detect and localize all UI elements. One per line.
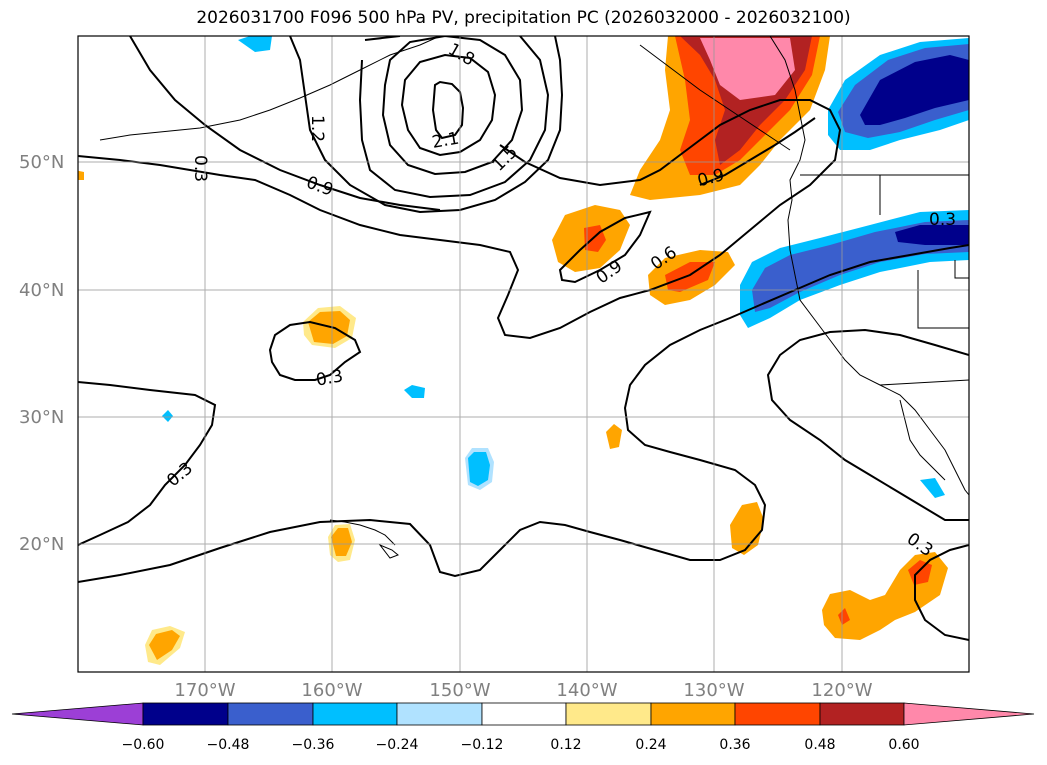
colorbar-swatch (227, 702, 314, 726)
map-title: 2026031700 F096 500 hPa PV, precipitatio… (196, 8, 851, 28)
lon-label: 140°W (556, 680, 618, 701)
colorbar-tick: 0.48 (804, 737, 836, 753)
plot-frame (77, 35, 970, 673)
colorbar-swatch (565, 702, 652, 726)
map-plot-area: 1.8 2.1 1.5 1.2 0.9 0.9 0.3 0.6 0.9 0.3 … (78, 36, 969, 672)
lat-label: 40°N (19, 280, 65, 301)
colorbar-tick: 0.24 (635, 737, 667, 753)
contour-label: 2.1 (431, 129, 461, 153)
colorbar-tick: −0.12 (460, 737, 504, 753)
contour-label: 0.3 (929, 210, 956, 230)
lat-label: 30°N (19, 407, 65, 428)
lon-label: 120°W (811, 680, 873, 701)
colorbar-swatch (819, 702, 905, 726)
gridlines (78, 36, 969, 672)
contour-label: 0.3 (190, 155, 210, 182)
coastlines (99, 36, 969, 559)
colorbar-tick: −0.24 (375, 737, 419, 753)
pv-contours (78, 36, 969, 641)
colorbar-swatch (650, 702, 736, 726)
colorbar-swatch (11, 702, 144, 726)
colorbar-tick: 0.60 (888, 737, 920, 753)
contour-label: 0.3 (315, 366, 345, 390)
colorbar-tick: 0.36 (719, 737, 751, 753)
colorbar-tick: 0.12 (550, 737, 582, 753)
colorbar-swatch (903, 702, 1035, 726)
colorbar-tick: −0.48 (206, 737, 250, 753)
colorbar (11, 702, 1035, 726)
colorbar-swatch (734, 702, 821, 726)
contour-label: 1.2 (307, 115, 327, 142)
colorbar-swatch (481, 702, 567, 726)
lon-label: 160°W (301, 680, 363, 701)
colorbar-tick: −0.60 (121, 737, 165, 753)
lat-label: 50°N (19, 152, 65, 173)
lat-label: 20°N (19, 534, 65, 555)
colorbar-swatch (312, 702, 398, 726)
colorbar-swatch (142, 702, 229, 726)
colorbar-tick: −0.36 (291, 737, 335, 753)
lon-label: 130°W (683, 680, 745, 701)
lon-label: 170°W (174, 680, 236, 701)
colorbar-swatch (396, 702, 483, 726)
lon-label: 150°W (429, 680, 491, 701)
